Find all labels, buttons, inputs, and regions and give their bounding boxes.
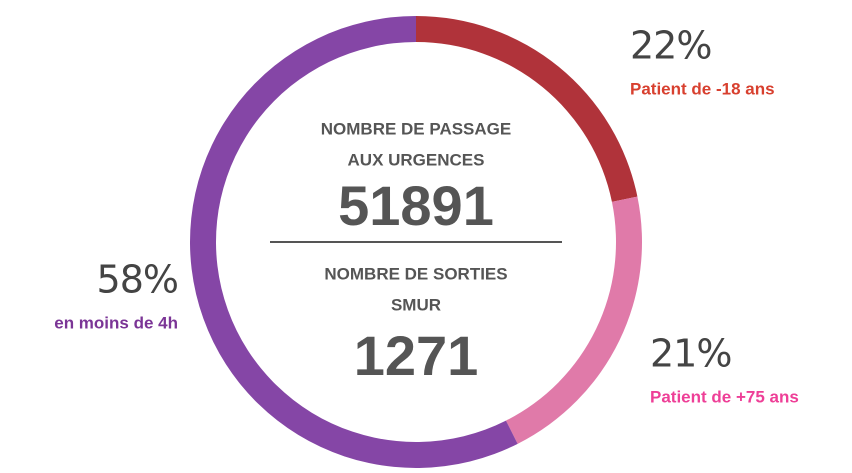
center-number: 1271: [354, 324, 479, 387]
value-label: 21%: [650, 332, 731, 376]
center-text: NOMBRE DE SORTIES: [324, 264, 507, 283]
value-label: 58%: [97, 258, 178, 302]
category-label: en moins de 4h: [54, 313, 178, 332]
donut-segment: [505, 196, 642, 444]
center-text: SMUR: [391, 295, 441, 314]
category-label: Patient de -18 ans: [630, 79, 775, 98]
value-label: 22%: [630, 24, 711, 68]
center-number: 51891: [338, 174, 494, 237]
category-label: Patient de +75 ans: [650, 387, 799, 406]
center-text: AUX URGENCES: [348, 150, 485, 169]
center-text: NOMBRE DE PASSAGE: [321, 119, 512, 138]
donut-segment: [416, 16, 638, 202]
